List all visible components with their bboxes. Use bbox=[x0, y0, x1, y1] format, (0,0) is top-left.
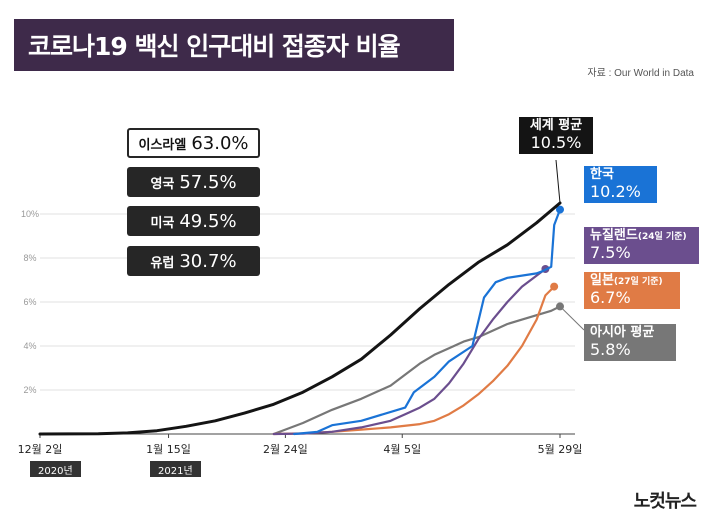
x-tick-label: 2월 24일 bbox=[263, 442, 308, 456]
chart-title: 코로나19 백신 인구대비 접종자 비율 bbox=[14, 19, 454, 71]
stat-value: 63.0% bbox=[191, 132, 249, 154]
series-marker-japan bbox=[550, 282, 559, 291]
x-tick-label: 12월 2일 bbox=[18, 442, 63, 456]
label-note: (27일 기준) bbox=[613, 277, 663, 287]
stat-box-usa: 미국 49.5% bbox=[127, 206, 260, 236]
series-marker-korea bbox=[556, 205, 564, 214]
label-note: (24일 기준) bbox=[637, 232, 687, 242]
stat-box-europe: 유럽 30.7% bbox=[127, 246, 260, 276]
label-name: 일본(27일 기준) bbox=[590, 273, 674, 289]
stat-name: 미국 bbox=[150, 215, 175, 231]
y-tick-label: 8% bbox=[23, 253, 36, 263]
series-line-nz bbox=[272, 267, 547, 436]
y-tick-label: 2% bbox=[23, 385, 36, 395]
x-tick-label: 4월 5일 bbox=[383, 442, 421, 456]
label-name: 한국 bbox=[590, 167, 614, 182]
year-badge-2021: 2021년 bbox=[150, 461, 201, 477]
stat-box-uk: 영국 57.5% bbox=[127, 167, 260, 197]
label-japan: 일본(27일 기준) 6.7% bbox=[584, 272, 680, 310]
x-tick-label: 1월 15일 bbox=[146, 442, 191, 456]
label-name-text: 뉴질랜드 bbox=[590, 228, 638, 243]
label-name: 뉴질랜드(24일 기준) bbox=[590, 228, 693, 244]
series-line-japan bbox=[272, 285, 556, 436]
label-name-text: 일본 bbox=[590, 273, 614, 288]
series-line-korea bbox=[293, 208, 562, 436]
label-name: 아시아 평균 bbox=[590, 325, 655, 340]
brand-logo: 노컷뉴스 bbox=[633, 491, 697, 512]
y-tick-label: 4% bbox=[23, 341, 36, 351]
series-line-asia bbox=[272, 305, 562, 436]
label-pointer-world bbox=[555, 159, 561, 204]
label-asia: 아시아 평균 5.8% bbox=[584, 324, 676, 362]
stat-box-israel: 이스라엘 63.0% bbox=[127, 128, 260, 158]
label-value: 6.7% bbox=[590, 287, 631, 307]
series-line-world bbox=[38, 201, 562, 436]
stat-name: 영국 bbox=[150, 176, 175, 192]
label-value: 7.5% bbox=[590, 242, 631, 262]
label-value: 10.5% bbox=[530, 132, 582, 152]
y-tick-label: 10% bbox=[21, 209, 39, 219]
label-value: 10.2% bbox=[590, 181, 641, 201]
label-korea: 한국 10.2% bbox=[584, 166, 657, 204]
label-nz: 뉴질랜드(24일 기준) 7.5% bbox=[584, 227, 699, 265]
stat-value: 57.5% bbox=[179, 171, 237, 193]
label-value: 5.8% bbox=[590, 339, 631, 359]
stat-name: 이스라엘 bbox=[138, 137, 187, 153]
source-note: 자료 : Our World in Data bbox=[587, 68, 694, 79]
x-tick-label: 5월 29일 bbox=[538, 442, 583, 456]
y-tick-label: 6% bbox=[23, 297, 36, 307]
stat-value: 49.5% bbox=[179, 210, 237, 232]
year-badge-2020: 2020년 bbox=[30, 461, 81, 477]
label-name: 세계 평균 bbox=[529, 118, 583, 133]
label-world: 세계 평균 10.5% bbox=[519, 117, 593, 155]
stat-value: 30.7% bbox=[179, 250, 237, 272]
label-pointer-asia bbox=[559, 306, 585, 331]
stat-name: 유럽 bbox=[150, 255, 175, 271]
